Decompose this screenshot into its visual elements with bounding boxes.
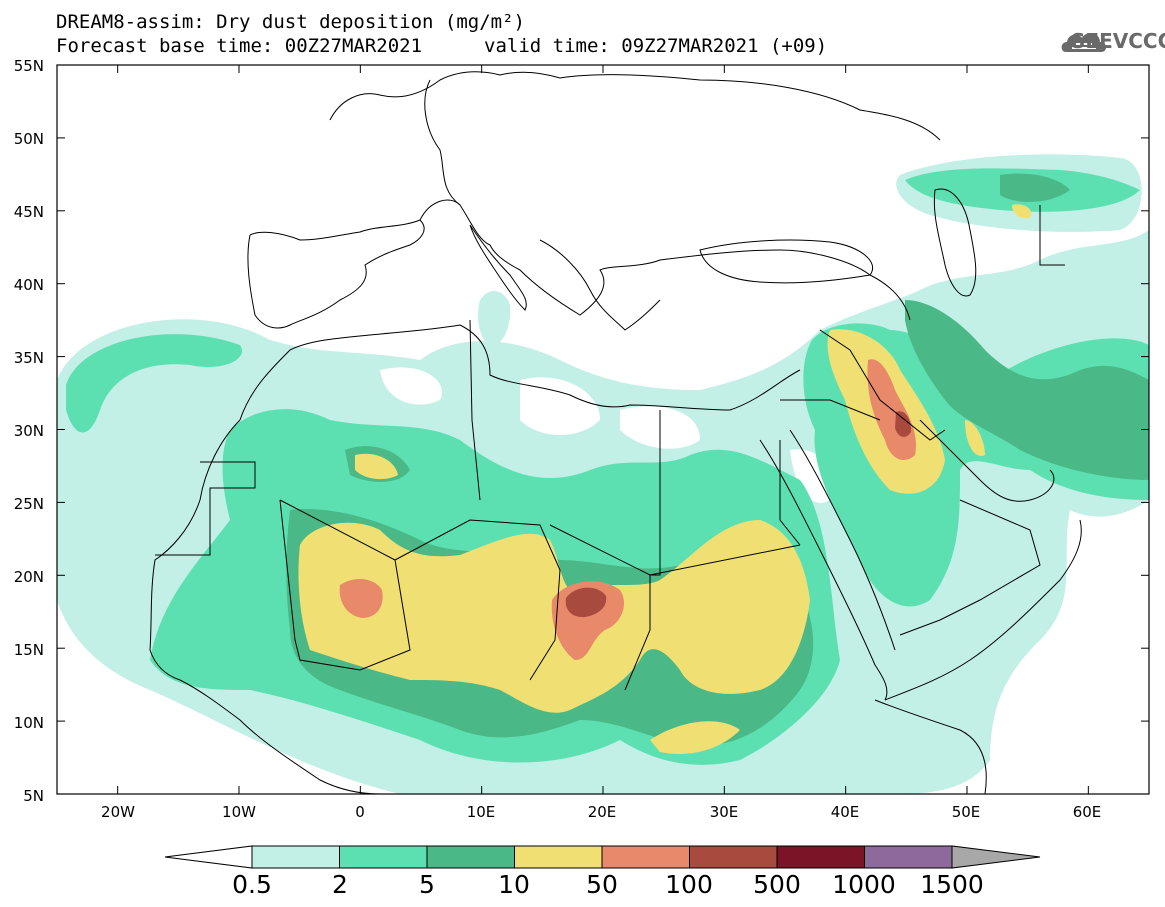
- lon-tick-label: 10E: [466, 803, 496, 821]
- valid-time: valid time: 09Z27MAR2021 (+09): [484, 35, 828, 57]
- colorbar-label: 5: [419, 870, 435, 899]
- dust-field: [57, 65, 1149, 794]
- colorbar-swatch: [514, 845, 603, 869]
- lon-tick-label: 50E: [951, 803, 981, 821]
- coastlines: [149, 71, 1082, 794]
- colorbar-label: 100: [665, 870, 713, 899]
- lat-tick-label: 25N: [13, 495, 44, 513]
- lon-tick-label: 0: [355, 803, 365, 821]
- colorbar-swatch: [689, 845, 778, 869]
- colorbar-label: 500: [753, 870, 801, 899]
- lat-tick-label: 35N: [13, 349, 44, 367]
- lat-tick-label: 20N: [13, 568, 44, 586]
- level-100-fill: [565, 411, 912, 618]
- lat-tick-label: 55N: [13, 57, 44, 75]
- clear-areas: [57, 367, 833, 794]
- lat-tick-label: 40N: [13, 276, 44, 294]
- colorbar-swatch: [251, 845, 340, 869]
- colorbar-swatch: [776, 845, 865, 869]
- colorbar-over-triangle: [951, 845, 1041, 869]
- lat-tick-label: 45N: [13, 203, 44, 221]
- colorbar-label: 10: [498, 870, 530, 899]
- lon-tick-label: 10W: [222, 803, 256, 821]
- lon-tick-label: 40E: [830, 803, 860, 821]
- colorbar-swatch: [601, 845, 690, 869]
- colorbar-label: 0.5: [232, 870, 272, 899]
- lat-tick-label: 10N: [13, 714, 44, 732]
- cloud-icon: [1061, 33, 1107, 52]
- lat-tick-label: 5N: [23, 787, 44, 805]
- lon-tick-label: 60E: [1072, 803, 1102, 821]
- lon-tick-label: 20E: [587, 803, 617, 821]
- lat-tick-label: 30N: [13, 422, 44, 440]
- colorbar-swatch: [864, 845, 953, 869]
- colorbar: [164, 845, 1041, 869]
- colorbar-under-triangle: [164, 845, 253, 869]
- lon-tick-label: 20W: [101, 803, 135, 821]
- lat-tick-label: 50N: [13, 130, 44, 148]
- colorbar-swatch: [339, 845, 428, 869]
- axis-ticks: [57, 64, 1149, 795]
- forecast-base-time: Forecast base time: 00Z27MAR2021: [56, 35, 423, 57]
- lat-tick-label: 15N: [13, 641, 44, 659]
- colorbar-label: 1000: [832, 870, 896, 899]
- lon-tick-label: 30E: [709, 803, 739, 821]
- map-title: DREAM8-assim: Dry dust deposition (mg/m²…: [56, 11, 525, 33]
- colorbar-label: 2: [332, 870, 348, 899]
- colorbar-label: 50: [586, 870, 618, 899]
- colorbar-swatch: [426, 845, 515, 869]
- logo-text: SEEVCCC: [1071, 29, 1165, 53]
- colorbar-label: 1500: [920, 870, 984, 899]
